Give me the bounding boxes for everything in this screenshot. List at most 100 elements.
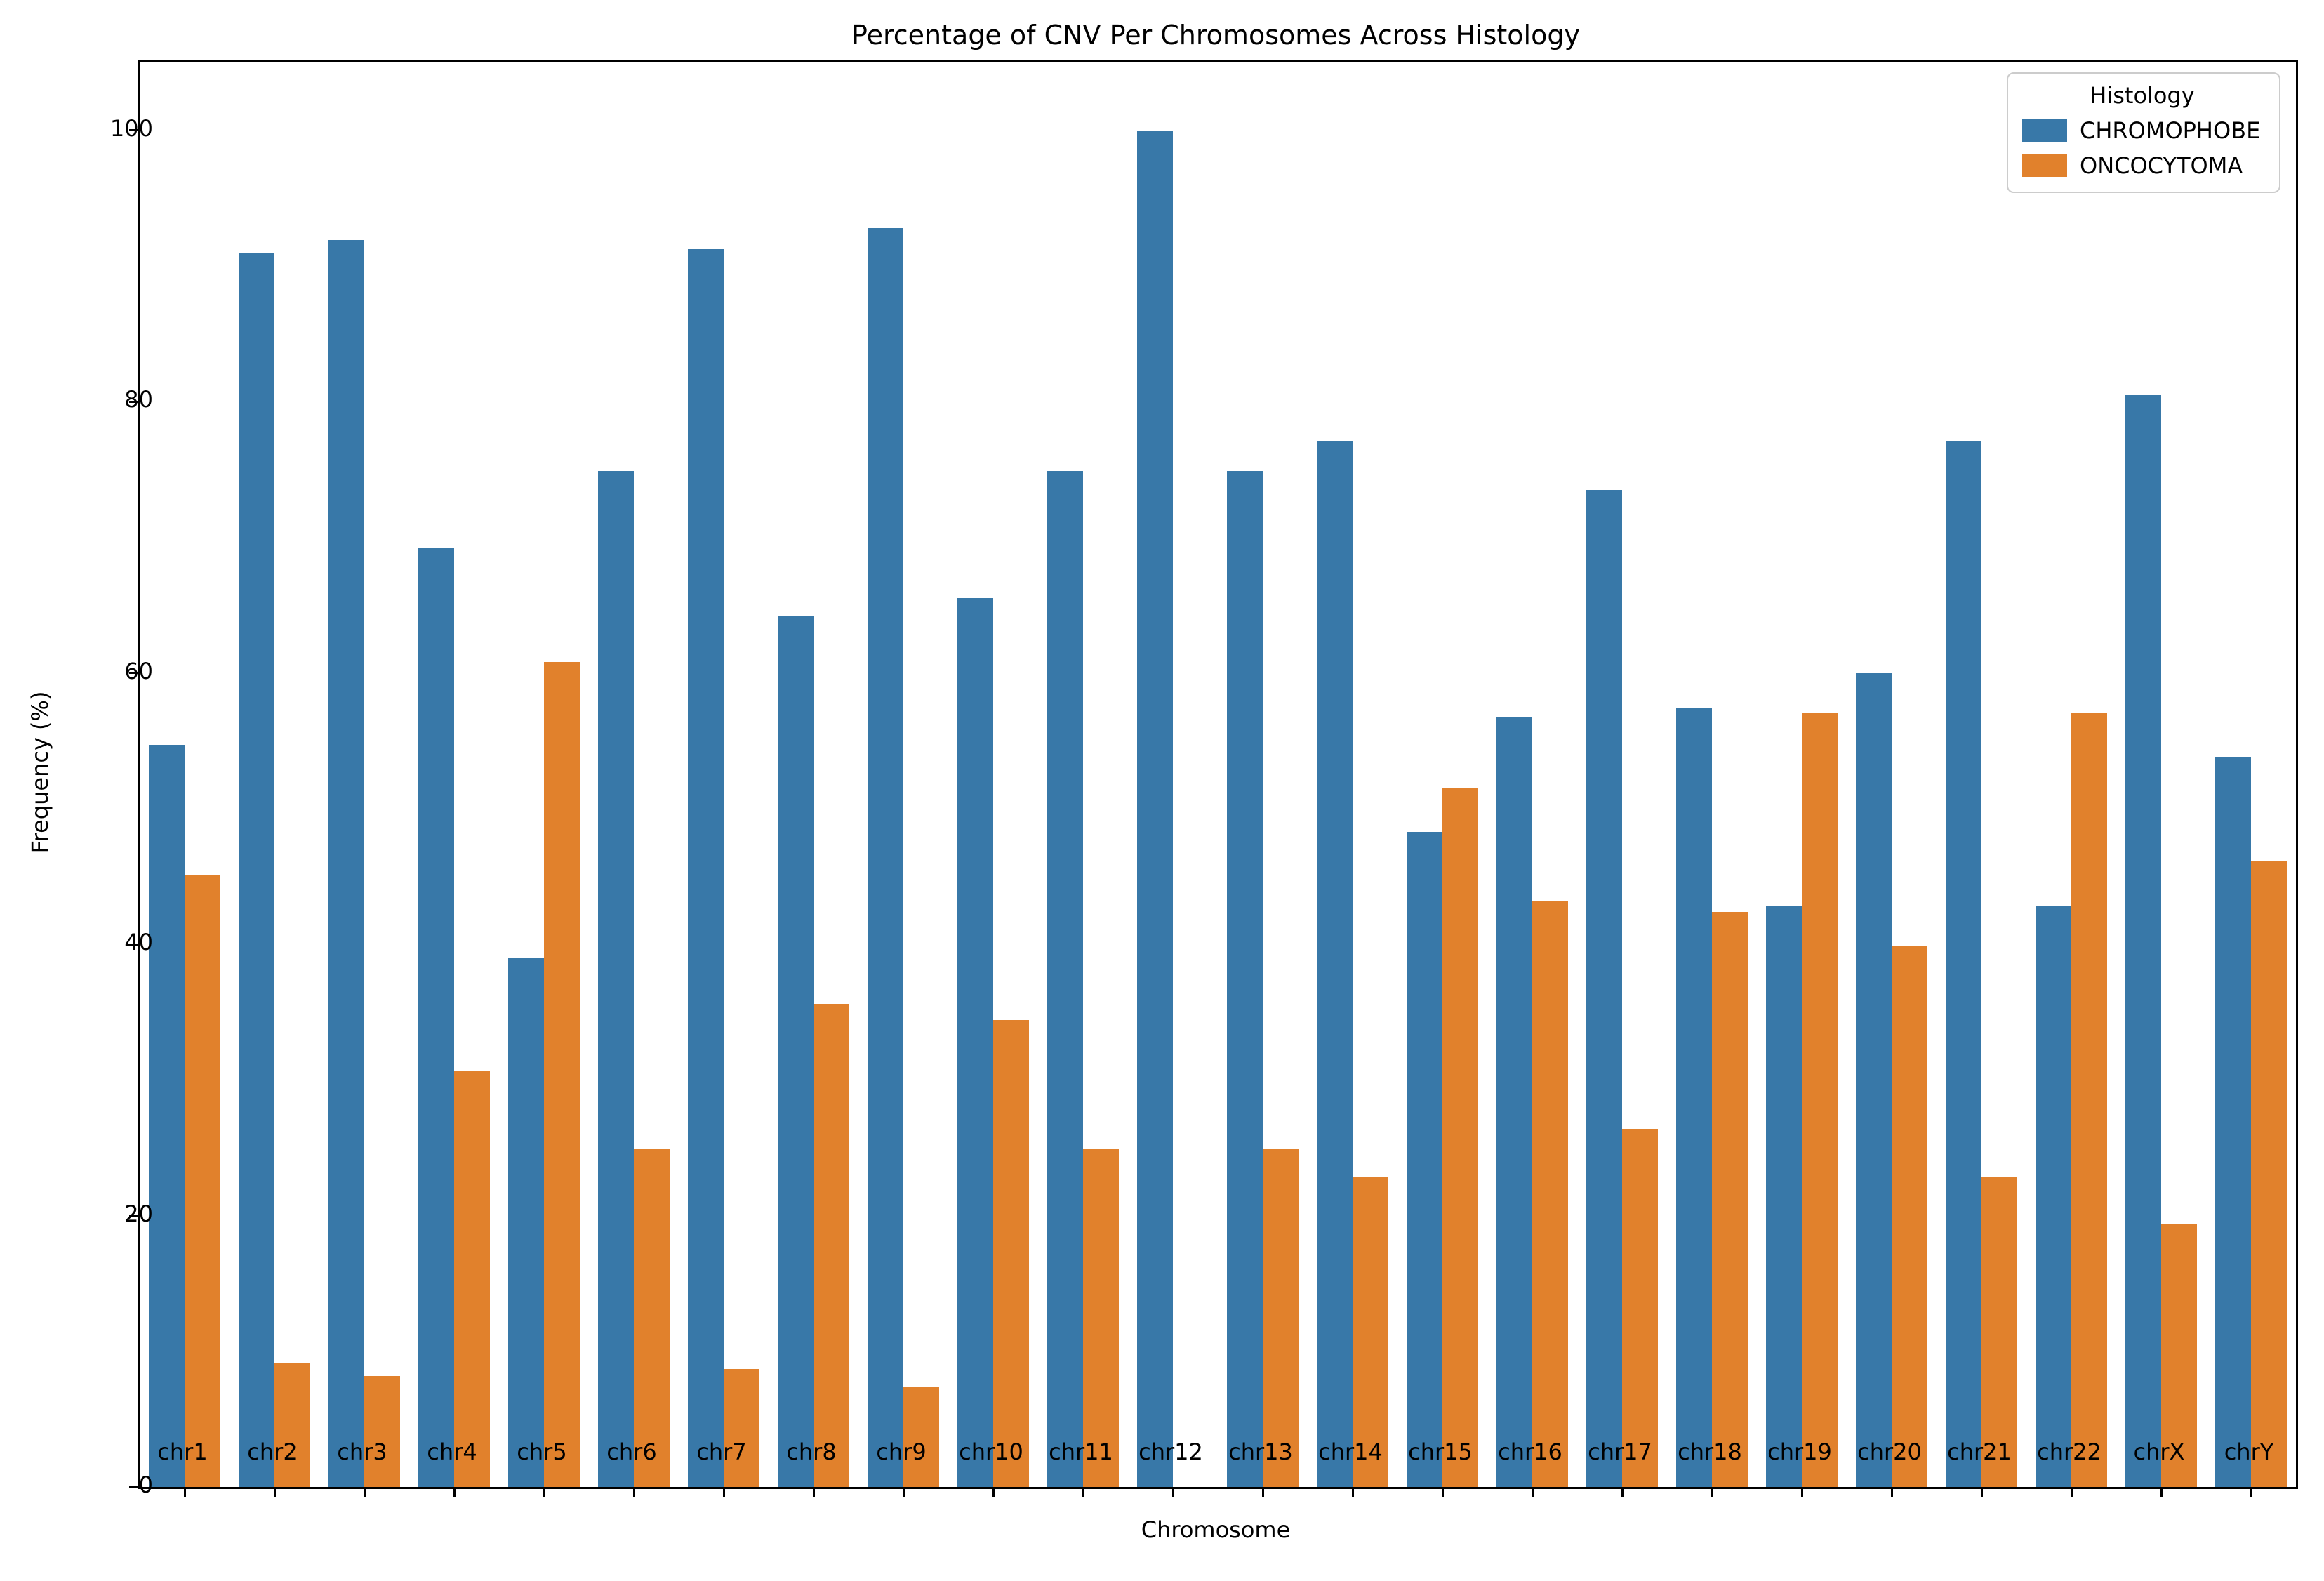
- x-axis-tick-chr18: [1711, 1489, 1713, 1497]
- x-axis-tick-chr2: [273, 1489, 276, 1497]
- bar-oncocytoma-chr21: [1981, 1177, 2018, 1487]
- bar-oncocytoma-chr11: [1083, 1149, 1120, 1487]
- y-tick-label-100: 100: [109, 114, 153, 142]
- legend-swatch-oncocytoma: [2022, 154, 2067, 177]
- x-tick-label-chr17: chr17: [1588, 1438, 1652, 1465]
- x-tick-label-chr2: chr2: [247, 1438, 298, 1465]
- y-axis-tick-60: [129, 672, 138, 675]
- bar-chromophobe-chr1: [148, 745, 185, 1487]
- x-axis-tick-chr19: [1800, 1489, 1803, 1497]
- x-axis-tick-chr13: [1261, 1489, 1264, 1497]
- x-axis-tick-chr22: [2070, 1489, 2073, 1497]
- legend-label-oncocytoma: ONCOCYTOMA: [2080, 152, 2243, 179]
- bar-oncocytoma-chr8: [814, 1004, 850, 1487]
- y-axis-tick-80: [129, 400, 138, 403]
- x-tick-label-chr12: chr12: [1138, 1438, 1203, 1465]
- bar-oncocytoma-chr4: [454, 1070, 491, 1487]
- bar-chromophobe-chr6: [597, 470, 634, 1487]
- bar-chromophobe-chr21: [1945, 441, 1981, 1487]
- bar-oncocytoma-chrX: [2161, 1224, 2198, 1487]
- bar-chromophobe-chr7: [687, 248, 724, 1487]
- x-axis-tick-chr9: [902, 1489, 905, 1497]
- bar-oncocytoma-chr17: [1622, 1128, 1659, 1487]
- legend-entry-chromophobe: CHROMOPHOBE: [2022, 117, 2262, 144]
- bar-oncocytoma-chr7: [724, 1368, 760, 1487]
- x-tick-label-chr6: chr6: [606, 1438, 657, 1465]
- bar-oncocytoma-chr1: [185, 875, 221, 1487]
- bar-oncocytoma-chrY: [2251, 861, 2288, 1487]
- bar-chromophobe-chr19: [1765, 906, 1802, 1487]
- bar-chromophobe-chr2: [238, 253, 274, 1487]
- x-tick-label-chr3: chr3: [337, 1438, 387, 1465]
- bar-chromophobe-chr14: [1316, 441, 1353, 1487]
- x-axis-tick-chr4: [453, 1489, 456, 1497]
- bar-oncocytoma-chr22: [2071, 712, 2108, 1487]
- legend-label-chromophobe: CHROMOPHOBE: [2080, 117, 2261, 144]
- x-axis-tick-chr20: [1890, 1489, 1893, 1497]
- x-axis-tick-chr12: [1171, 1489, 1174, 1497]
- x-tick-label-chr9: chr9: [876, 1438, 927, 1465]
- x-axis-tick-chr11: [1082, 1489, 1084, 1497]
- x-tick-label-chr19: chr19: [1767, 1438, 1832, 1465]
- bar-oncocytoma-chr3: [364, 1375, 401, 1487]
- bar-chromophobe-chr8: [777, 616, 814, 1487]
- x-axis-tick-chr21: [1980, 1489, 1983, 1497]
- y-axis-tick-100: [129, 129, 138, 132]
- bar-oncocytoma-chr19: [1802, 712, 1838, 1487]
- x-axis-tick-chr14: [1351, 1489, 1354, 1497]
- bar-oncocytoma-chr14: [1353, 1177, 1389, 1487]
- x-tick-label-chr7: chr7: [696, 1438, 747, 1465]
- x-tick-label-chr21: chr21: [1947, 1438, 2012, 1465]
- y-axis-tick-40: [129, 943, 138, 946]
- x-axis-tick-chr7: [722, 1489, 725, 1497]
- bar-chromophobe-chr9: [867, 227, 903, 1487]
- legend-title: Histology: [2090, 82, 2195, 109]
- bar-oncocytoma-chr16: [1532, 901, 1569, 1487]
- x-tick-label-chr1: chr1: [157, 1438, 208, 1465]
- bar-chromophobe-chr10: [957, 598, 993, 1487]
- legend-entries: CHROMOPHOBE ONCOCYTOMA: [2022, 117, 2262, 179]
- x-tick-label-chr5: chr5: [517, 1438, 567, 1465]
- legend: Histology CHROMOPHOBE ONCOCYTOMA: [2007, 72, 2280, 193]
- bar-oncocytoma-chr13: [1263, 1149, 1299, 1487]
- x-tick-label-chr22: chr22: [2037, 1438, 2101, 1465]
- y-tick-label-80: 80: [124, 386, 153, 414]
- bar-chromophobe-chr11: [1047, 470, 1083, 1487]
- bar-chromophobe-chr3: [328, 240, 364, 1487]
- x-tick-label-chr16: chr16: [1498, 1438, 1562, 1465]
- x-axis-tick-chr8: [812, 1489, 815, 1497]
- x-axis-label: Chromosome: [1141, 1516, 1291, 1543]
- x-tick-label-chr18: chr18: [1678, 1438, 1742, 1465]
- x-tick-label-chr14: chr14: [1318, 1438, 1383, 1465]
- x-axis-tick-chrX: [2160, 1489, 2163, 1497]
- x-axis-tick-chrY: [2250, 1489, 2252, 1497]
- bar-chromophobe-chr5: [507, 958, 544, 1487]
- x-axis-tick-chr17: [1621, 1489, 1624, 1497]
- chart-title: Percentage of CNV Per Chromosomes Across…: [851, 20, 1580, 51]
- bar-oncocytoma-chr15: [1442, 788, 1479, 1487]
- x-axis-tick-chr6: [632, 1489, 635, 1497]
- x-tick-label-chr10: chr10: [959, 1438, 1023, 1465]
- y-tick-label-60: 60: [124, 657, 153, 684]
- bar-chromophobe-chr12: [1136, 130, 1173, 1487]
- x-axis-tick-chr10: [992, 1489, 995, 1497]
- x-tick-label-chr15: chr15: [1408, 1438, 1473, 1465]
- y-tick-label-0: 0: [138, 1471, 153, 1498]
- legend-entry-oncocytoma: ONCOCYTOMA: [2022, 152, 2262, 179]
- x-tick-label-chrX: chrX: [2133, 1438, 2185, 1465]
- x-axis-tick-chr3: [363, 1489, 366, 1497]
- legend-swatch-chromophobe: [2022, 119, 2067, 142]
- y-axis-label: Frequency (%): [27, 691, 53, 854]
- bar-chromophobe-chr22: [2035, 906, 2071, 1487]
- x-tick-label-chrY: chrY: [2224, 1438, 2274, 1465]
- x-tick-label-chr20: chr20: [1857, 1438, 1922, 1465]
- bar-oncocytoma-chr5: [544, 662, 580, 1487]
- x-tick-label-chr13: chr13: [1228, 1438, 1293, 1465]
- x-axis-tick-chr1: [183, 1489, 186, 1497]
- y-axis-tick-0: [129, 1486, 138, 1488]
- x-axis-tick-chr15: [1441, 1489, 1444, 1497]
- x-axis-tick-chr5: [543, 1489, 545, 1497]
- y-tick-label-40: 40: [124, 929, 153, 956]
- y-tick-label-20: 20: [124, 1200, 153, 1227]
